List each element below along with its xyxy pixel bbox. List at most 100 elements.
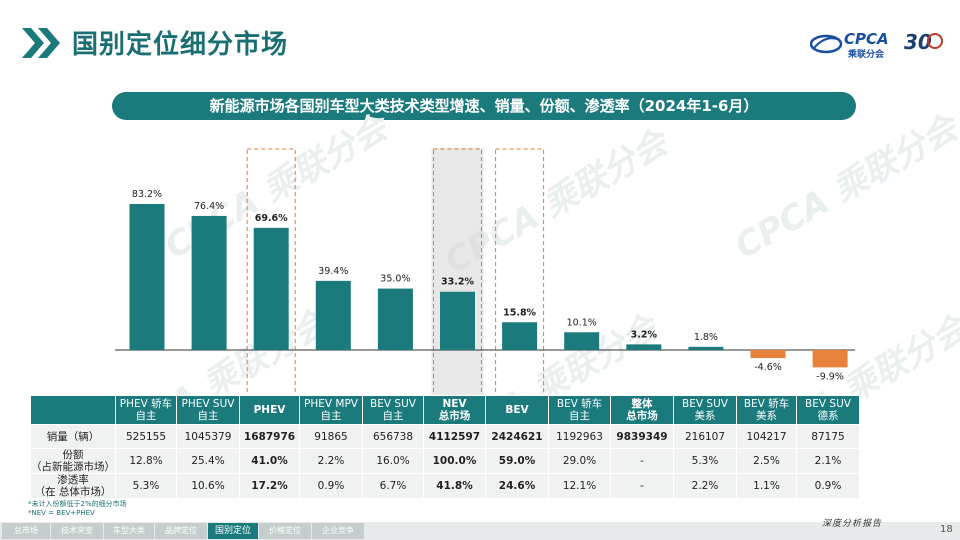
table-cell: 0.9% xyxy=(796,473,860,499)
table-cell: 41.0% xyxy=(239,448,300,474)
table-corner xyxy=(30,395,116,425)
data-table: PHEV 轿车 自主 PHEV SUV 自主 PHEV PHEV MPV 自主 BEV SUV… xyxy=(30,395,860,499)
column-header: BEV 轿车 美系 xyxy=(736,395,797,425)
table-cell: 12.1% xyxy=(548,473,611,499)
table-cell: 1.1% xyxy=(736,473,797,499)
row-label-line: （占新能源市场） xyxy=(31,461,115,473)
table-cell: 87175 xyxy=(796,424,860,449)
column-header: PHEV xyxy=(239,395,300,425)
column-header-line: 自主 xyxy=(320,410,342,422)
data-label: 83.2% xyxy=(132,189,162,200)
table-cell: 104217 xyxy=(736,424,797,449)
ring-icon xyxy=(927,33,943,49)
column-header-line: 自主 xyxy=(197,410,219,422)
growth-bar-chart: 83.2% 76.4% 69.6% 39.4% 35.0% 33.2% 15.8% 10.1%… xyxy=(115,148,855,400)
footnote: *未计入份额低于2%的细分市场 xyxy=(28,500,127,508)
highlight-shade xyxy=(431,148,484,400)
bar xyxy=(253,227,289,350)
row-label: 份额 （占新能源市场） xyxy=(30,448,116,474)
data-label: 39.4% xyxy=(318,266,348,277)
column-header: BEV SUV 自主 xyxy=(362,395,424,425)
bar xyxy=(812,350,848,368)
column-header-line: NEV xyxy=(442,398,467,410)
table-cell: - xyxy=(610,473,674,499)
nav-tab[interactable]: 价格定位 xyxy=(259,523,311,539)
highlight-box xyxy=(246,148,296,400)
column-header: PHEV MPV 自主 xyxy=(299,395,363,425)
table-cell: 16.0% xyxy=(362,448,424,474)
column-header-line: 总市场 xyxy=(626,410,658,422)
bar xyxy=(129,203,165,350)
table-cell: 2424621 xyxy=(485,424,549,449)
table-cell: 10.6% xyxy=(176,473,240,499)
table-cell: 2.2% xyxy=(299,448,363,474)
column-header: PHEV 轿车 自主 xyxy=(115,395,177,425)
table-row: 销量（辆） 525155 1045379 1687976 91865 656738 4112… xyxy=(30,424,860,449)
cpca-logo: CPCA 乘联分会 xyxy=(809,30,902,60)
table-cell: 216107 xyxy=(673,424,737,449)
column-header-line: 自主 xyxy=(135,410,157,422)
bar xyxy=(440,291,475,350)
table-cell: 2.2% xyxy=(673,473,737,499)
table-cell: 6.7% xyxy=(362,473,424,499)
table-cell: 41.8% xyxy=(423,473,486,499)
chart-banner-title: 新能源市场各国别车型大类技术类型增速、销量、份额、渗透率（2024年1-6月） xyxy=(112,92,856,120)
column-header-line: BEV 轿车 xyxy=(556,398,603,410)
table-cell: 9839349 xyxy=(610,424,674,449)
column-header-line: BEV SUV xyxy=(370,398,416,410)
nav-tab[interactable]: 国别定位 xyxy=(208,523,258,539)
column-header-line: PHEV xyxy=(253,404,286,416)
bar xyxy=(564,332,600,350)
table-cell: 1192963 xyxy=(548,424,611,449)
data-label: 10.1% xyxy=(567,317,597,328)
column-header: 整体 总市场 xyxy=(610,395,674,425)
table-cell: 1687976 xyxy=(239,424,300,449)
table-cell: 2.1% xyxy=(796,448,860,474)
column-header-line: 自主 xyxy=(382,410,404,422)
table-cell: 0.9% xyxy=(299,473,363,499)
table-cell: 656738 xyxy=(362,424,424,449)
bar xyxy=(191,215,227,350)
bar xyxy=(750,350,786,359)
column-header: NEV 总市场 xyxy=(423,395,486,425)
nav-tab[interactable]: 企业竞争 xyxy=(312,523,364,539)
table-cell: 91865 xyxy=(299,424,363,449)
column-header-line: 德系 xyxy=(817,410,839,422)
column-header: PHEV SUV 自主 xyxy=(176,395,240,425)
column-header-line: BEV 轿车 xyxy=(743,398,790,410)
data-label: 35.0% xyxy=(380,274,410,285)
column-header-line: 总市场 xyxy=(438,410,471,422)
report-slogan: 深度分析报告 xyxy=(822,519,883,529)
nav-tab[interactable]: 车型大类 xyxy=(104,523,154,539)
anniversary-logo: 30 xyxy=(904,30,944,56)
bar xyxy=(502,322,538,350)
table-cell: 17.2% xyxy=(239,473,300,499)
column-header-line: PHEV MPV xyxy=(304,398,358,410)
nav-tab[interactable]: 总市场 xyxy=(2,523,50,539)
column-header: BEV SUV 美系 xyxy=(673,395,737,425)
nav-tab[interactable]: 品牌定位 xyxy=(155,523,207,539)
column-header: BEV 轿车 自主 xyxy=(548,395,611,425)
bar xyxy=(688,346,724,350)
footnote: *NEV = BEV+PHEV xyxy=(28,509,95,517)
table-cell: 2.5% xyxy=(736,448,797,474)
car-globe-icon xyxy=(809,34,843,54)
table-cell: 100.0% xyxy=(423,448,486,474)
row-label-line: （在 总体市场） xyxy=(34,486,112,498)
page-number: 18 xyxy=(940,524,953,535)
column-header-line: 整体 xyxy=(631,398,653,410)
row-label-line: 渗透率 xyxy=(57,474,89,486)
table-cell: 1045379 xyxy=(176,424,240,449)
nav-tab[interactable]: 技术突变 xyxy=(51,523,103,539)
table-cell: 29.0% xyxy=(548,448,611,474)
table-row: 份额 （占新能源市场） 12.8% 25.4% 41.0% 2.2% 16.0% 100.0%… xyxy=(30,448,860,474)
double-chevron-icon xyxy=(22,28,60,58)
table-cell: 25.4% xyxy=(176,448,240,474)
table-cell: 59.0% xyxy=(485,448,549,474)
table-row: 渗透率 （在 总体市场） 5.3% 10.6% 17.2% 0.9% 6.7% 41.8% 24… xyxy=(30,473,860,499)
data-label: -4.6% xyxy=(754,362,782,373)
highlight-box xyxy=(433,148,482,400)
column-header: BEV xyxy=(485,395,549,425)
table-cell: 12.8% xyxy=(115,448,177,474)
page-title: 国别定位细分市场 xyxy=(72,30,289,60)
